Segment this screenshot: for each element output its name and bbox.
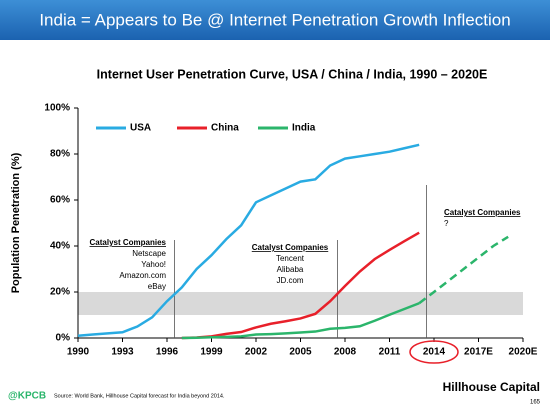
y-tick-label: 0%: [56, 333, 71, 344]
y-tick-label: 100%: [44, 103, 70, 114]
x-tick-label: 2005: [289, 347, 312, 358]
annotation-line: ?: [444, 219, 449, 228]
annotation-line: Tencent: [276, 254, 305, 263]
forecast-line: [418, 235, 509, 305]
x-tick-label: 2020E: [509, 347, 538, 358]
annotation-line: Netscape: [132, 249, 166, 258]
logo: @KPCB: [8, 391, 46, 402]
shaded-band: [78, 292, 523, 315]
company: Hillhouse Capital: [443, 380, 540, 394]
x-tick-label: 1990: [67, 347, 90, 358]
chart-title: Internet User Penetration Curve, USA / C…: [97, 67, 488, 81]
y-axis-label: Population Penetration (%): [10, 152, 22, 293]
annotation-line: Alibaba: [277, 265, 304, 274]
x-tick-label: 1996: [156, 347, 179, 358]
x-tick-label: 2011: [379, 347, 401, 358]
x-tick-label: 2002: [245, 347, 268, 358]
plot: 0% 20% 40% 60% 80% 100% 1990 1993 1996 1999 2002 20…: [44, 103, 537, 358]
header-band: [0, 0, 550, 40]
y-tick-label: 20%: [50, 287, 70, 298]
annotation-title: Catalyst Companies: [444, 208, 521, 217]
y-tick-label: 40%: [50, 241, 70, 252]
slide-title: India = Appears to Be @ Internet Penetra…: [39, 10, 510, 29]
x-tick-label: 2008: [334, 347, 357, 358]
annotation-title: Catalyst Companies: [90, 238, 167, 247]
series-line: [77, 143, 420, 337]
x-tick-label: 2014: [423, 347, 446, 358]
highlight-circle: [409, 340, 459, 364]
source-note: Source: World Bank, Hillhouse Capital fo…: [54, 393, 225, 399]
x-tick-label: 1993: [111, 347, 134, 358]
x-tick-label: 2017E: [464, 347, 493, 358]
annotation-title: Catalyst Companies: [252, 243, 329, 252]
annotation-line: Yahoo!: [141, 260, 166, 269]
annotation-line: Amazon.com: [119, 271, 166, 280]
series-line: [181, 231, 420, 340]
annotation-line: JD.com: [276, 276, 303, 285]
legend-label: China: [211, 123, 239, 134]
y-tick-label: 60%: [50, 195, 70, 206]
y-tick-label: 80%: [50, 149, 70, 160]
legend-label: USA: [130, 123, 151, 134]
legend-label: India: [292, 123, 316, 134]
page-number: 165: [530, 400, 541, 406]
series-line: [181, 302, 420, 340]
annotation-line: eBay: [148, 282, 166, 291]
x-tick-label: 1999: [200, 347, 223, 358]
